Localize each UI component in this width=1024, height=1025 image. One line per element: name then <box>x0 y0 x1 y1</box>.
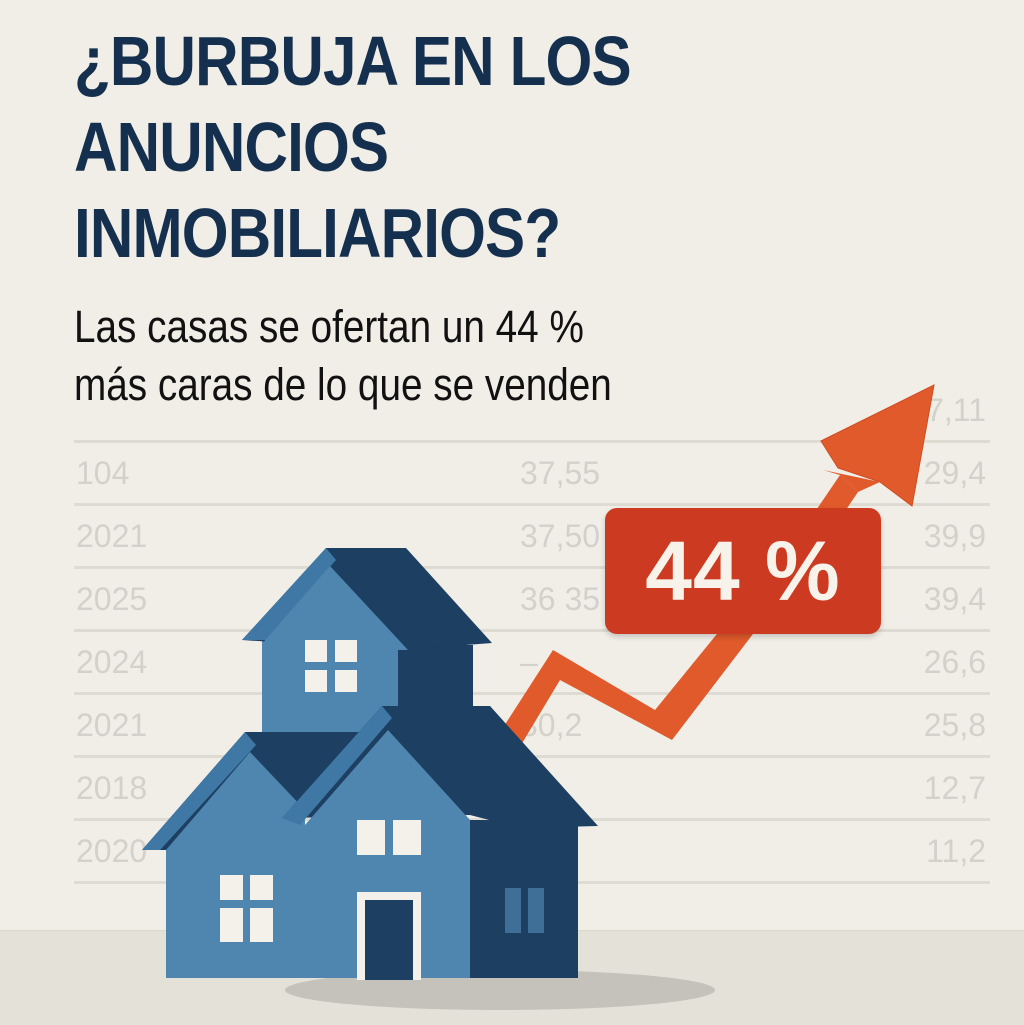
table-cell-value: 39,4 <box>923 581 986 617</box>
subtitle-line: más caras de lo que se venden <box>74 359 612 410</box>
table-row: 2021 37,50 39,9 <box>74 503 990 566</box>
table-cell-year: 2024 <box>76 644 148 680</box>
table-cell-year: 104 <box>76 455 130 491</box>
table-cell-year: 2021 <box>76 707 148 743</box>
table-row: 104 37,55 29,4 <box>74 440 990 503</box>
side-window-icon <box>505 888 544 933</box>
table-cell-value: 29,4 <box>923 455 986 491</box>
table-cell-mid: 37,50 <box>520 518 601 554</box>
table-cell-value: 25,8 <box>923 707 986 743</box>
table-cell-year: 2020 <box>76 833 148 869</box>
door-icon <box>357 892 421 980</box>
table-cell-year: 2018 <box>76 770 148 806</box>
headline-line: INMOBILIARIOS? <box>74 194 561 272</box>
window-icon <box>357 820 421 855</box>
headline-line: ANUNCIOS <box>74 108 389 186</box>
table-cell-value: 26,6 <box>923 644 986 680</box>
table-row: 2025 36 35 39,4 <box>74 566 990 629</box>
table-cell-year: 2021 <box>76 518 148 554</box>
headline-line: ¿BURBUJA EN LOS <box>74 22 632 100</box>
table-cell-value: 39,9 <box>923 518 986 554</box>
table-cell-value: 11,2 <box>926 833 986 869</box>
house-icon <box>142 548 598 980</box>
window-icon <box>305 640 357 692</box>
subtitle: Las casas se ofertan un 44 % más caras d… <box>74 298 612 414</box>
table-cell-mid: 37,55 <box>520 455 601 491</box>
table-cell-mid: – <box>520 644 538 680</box>
table-cell-value: 7,11 <box>926 392 986 428</box>
table-cell-mid: 36 35 <box>520 581 601 617</box>
table-cell-value: 12,7 <box>923 770 986 806</box>
subtitle-line: Las casas se ofertan un 44 % <box>74 301 584 352</box>
table-row: 2024 – 26,6 <box>74 629 990 692</box>
table-row: 7,11 <box>74 380 990 440</box>
headline: ¿BURBUJA EN LOS ANUNCIOS INMOBILIARIOS? <box>74 18 632 276</box>
percentage-badge: 44 % <box>605 508 881 634</box>
table-cell-year: 2025 <box>76 581 148 617</box>
window-icon <box>220 875 273 942</box>
